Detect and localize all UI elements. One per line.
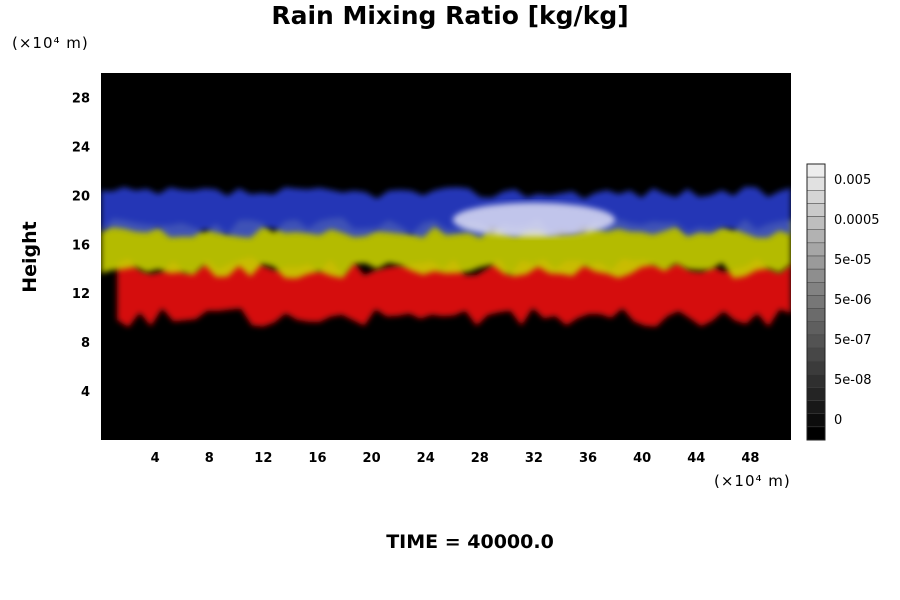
colorbar-tick-label: 5e-07 [834,333,872,348]
colorbar-swatch [806,203,826,217]
x-tick-label: 36 [579,451,597,466]
colorbar-swatch [806,190,826,204]
cloud-layer-white [452,202,616,237]
x-tick-label: 48 [741,451,759,466]
y-unit-label: (×10⁴ m) [12,34,89,52]
chart-title: Rain Mixing Ratio [kg/kg] [271,1,629,30]
x-tick-label: 28 [471,451,489,466]
colorbar-swatch [806,413,826,428]
colorbar-swatch [806,163,826,178]
colorbar-swatch [806,255,826,270]
colorbar-swatch [806,176,826,191]
colorbar-swatch [806,321,826,336]
colorbar-tick-label: 5e-06 [834,293,872,308]
colorbar-frame [806,163,826,441]
colorbar-swatch [806,334,826,349]
colorbar-swatch [806,387,826,401]
colorbar-swatch [806,347,826,362]
x-tick-label: 44 [687,451,705,466]
x-tick-label: 8 [205,451,214,466]
x-tick-label: 32 [525,451,543,466]
y-tick-label: 4 [81,385,90,400]
colorbar-swatch [806,242,826,257]
colorbar-swatch [806,360,826,375]
x-tick-label: 20 [363,451,381,466]
cloud-layer-yellow [101,217,791,279]
colorbar-swatch [806,282,826,296]
colorbar-swatch [806,400,826,414]
x-unit-label: (×10⁴ m) [714,472,791,490]
colorbar-swatch [806,295,826,309]
colorbar-tick-label: 0.0005 [834,213,880,228]
y-tick-label: 24 [72,140,90,155]
time-annotation: TIME = 40000.0 [386,531,554,553]
colorbar-tick-label: 5e-08 [834,373,872,388]
colorbar-swatch [806,308,826,322]
x-tick-label: 40 [633,451,651,466]
colorbar-swatch [806,426,826,441]
colorbar-swatch [806,216,826,230]
x-tick-label: 24 [417,451,435,466]
colorbar-tick-label: 0.005 [834,173,871,188]
x-tick-label: 12 [254,451,272,466]
colorbar-swatch [806,374,826,388]
y-tick-label: 16 [72,238,90,253]
colorbar-tick-label: 0 [834,413,842,428]
colorbar-swatch [806,268,826,283]
y-tick-label: 12 [72,287,90,302]
colorbar-tick-label: 5e-05 [834,253,872,268]
x-tick-label: 4 [151,451,160,466]
colorbar-swatch [806,229,826,244]
y-tick-label: 20 [72,189,90,204]
x-tick-label: 16 [308,451,326,466]
cloud-layer-blue [101,186,791,239]
y-tick-label: 28 [72,91,90,106]
y-tick-label: 8 [81,336,90,351]
